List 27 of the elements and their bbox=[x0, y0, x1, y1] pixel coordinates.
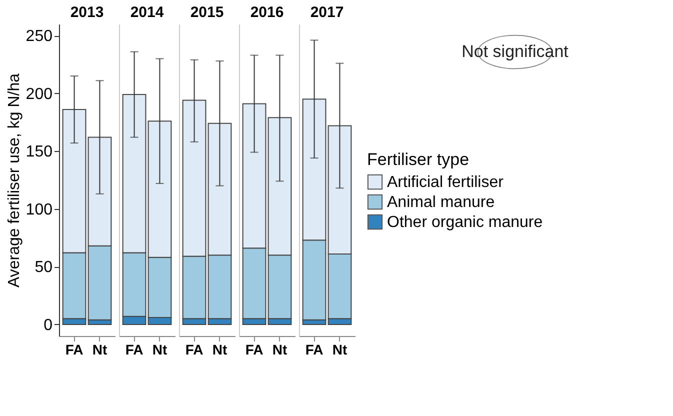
x-tick-label: Nt bbox=[152, 342, 168, 358]
x-tick-label: FA bbox=[65, 342, 84, 358]
chart-title: 2015 bbox=[190, 4, 224, 21]
legend-label: Other organic manure bbox=[387, 214, 543, 231]
y-tick-label: 100 bbox=[26, 201, 53, 218]
chart-title: 2014 bbox=[130, 4, 164, 21]
y-tick-label: 250 bbox=[26, 28, 53, 46]
x-tick-label: FA bbox=[185, 342, 204, 358]
legend-title: Fertiliser type bbox=[367, 150, 470, 169]
text: Not significant bbox=[462, 42, 569, 61]
x-tick-label: FA bbox=[305, 342, 324, 358]
x-tick-label: Nt bbox=[332, 342, 348, 358]
legend-label: Animal manure bbox=[387, 194, 495, 211]
y-tick-label: 0 bbox=[44, 316, 53, 334]
chart-title: 2017 bbox=[310, 4, 344, 21]
x-tick-label: FA bbox=[245, 342, 264, 358]
y-axis-title: Average fertiliser use, kg N/ha bbox=[6, 73, 23, 288]
y-tick-label: 50 bbox=[34, 259, 53, 276]
legend-label: Artificial fertiliser bbox=[387, 174, 504, 191]
x-tick-label: FA bbox=[125, 342, 144, 358]
y-tick-label: 150 bbox=[26, 144, 53, 161]
x-tick-label: Nt bbox=[212, 342, 228, 358]
chart-title: 2016 bbox=[250, 4, 284, 21]
y-tick-label: 200 bbox=[26, 86, 53, 103]
chart-title: 2013 bbox=[70, 4, 104, 21]
x-tick-label: Nt bbox=[272, 342, 288, 358]
x-tick-label: Nt bbox=[92, 342, 108, 358]
